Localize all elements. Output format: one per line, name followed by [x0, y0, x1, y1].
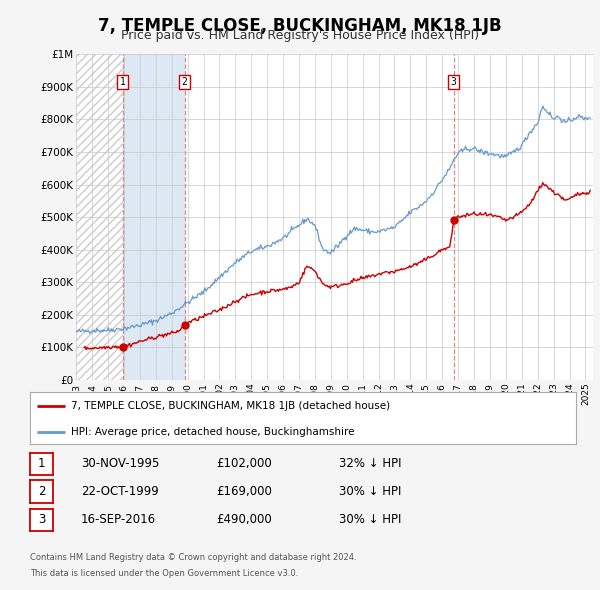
Text: £102,000: £102,000: [216, 457, 272, 470]
Text: 7, TEMPLE CLOSE, BUCKINGHAM, MK18 1JB (detached house): 7, TEMPLE CLOSE, BUCKINGHAM, MK18 1JB (d…: [71, 401, 390, 411]
Text: 2: 2: [182, 77, 188, 87]
Text: 30-NOV-1995: 30-NOV-1995: [81, 457, 160, 470]
Bar: [122, 54, 185, 380]
Text: 1: 1: [120, 77, 125, 87]
Text: 1: 1: [38, 457, 45, 470]
Text: 30% ↓ HPI: 30% ↓ HPI: [339, 485, 401, 498]
Bar: [76, 54, 122, 380]
Bar: [185, 54, 593, 380]
Text: 7, TEMPLE CLOSE, BUCKINGHAM, MK18 1JB: 7, TEMPLE CLOSE, BUCKINGHAM, MK18 1JB: [98, 17, 502, 35]
Text: 3: 3: [451, 77, 457, 87]
Text: 32% ↓ HPI: 32% ↓ HPI: [339, 457, 401, 470]
Text: £169,000: £169,000: [216, 485, 272, 498]
Text: 30% ↓ HPI: 30% ↓ HPI: [339, 513, 401, 526]
Text: £490,000: £490,000: [216, 513, 272, 526]
Text: 22-OCT-1999: 22-OCT-1999: [81, 485, 159, 498]
Text: 2: 2: [38, 485, 45, 498]
Text: 16-SEP-2016: 16-SEP-2016: [81, 513, 156, 526]
Text: Contains HM Land Registry data © Crown copyright and database right 2024.: Contains HM Land Registry data © Crown c…: [30, 553, 356, 562]
Text: 3: 3: [38, 513, 45, 526]
Text: HPI: Average price, detached house, Buckinghamshire: HPI: Average price, detached house, Buck…: [71, 427, 355, 437]
Text: Price paid vs. HM Land Registry's House Price Index (HPI): Price paid vs. HM Land Registry's House …: [121, 30, 479, 42]
Text: This data is licensed under the Open Government Licence v3.0.: This data is licensed under the Open Gov…: [30, 569, 298, 578]
